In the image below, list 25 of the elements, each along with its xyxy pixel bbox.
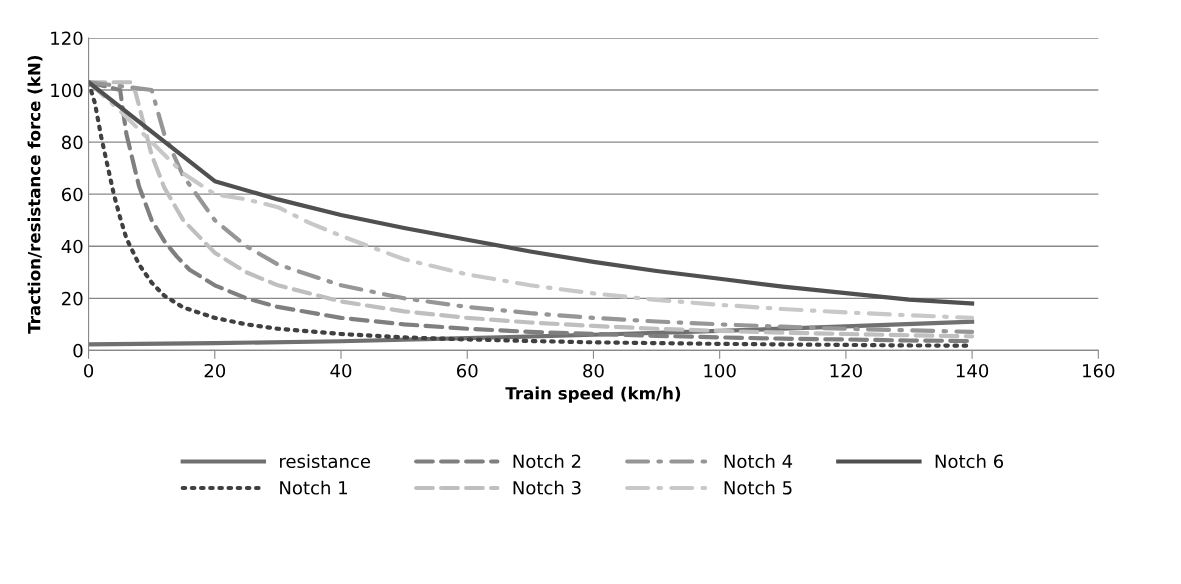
y-tick-label: 120	[51, 31, 83, 46]
y-axis-title: Traction/resistance force (kN)	[27, 55, 43, 334]
x-tick-label: 120	[830, 363, 862, 378]
y-tick-label: 100	[51, 83, 83, 98]
x-tick-label: 40	[330, 363, 352, 378]
x-tick-label: 60	[457, 363, 478, 378]
x-tick-label: 0	[84, 363, 94, 378]
y-tick-label: 40	[61, 239, 83, 254]
legend-label: Notch 3	[513, 480, 581, 495]
legend-label: Notch 1	[280, 480, 347, 495]
x-tick-label: 80	[583, 363, 604, 378]
x-tick-label: 100	[704, 363, 736, 378]
y-tick-label: 80	[61, 135, 83, 150]
y-tick-label: 60	[62, 187, 83, 202]
y-tick-label: 20	[62, 291, 83, 306]
x-tick-label: 20	[204, 363, 226, 378]
x-tick-label: 140	[956, 363, 989, 378]
x-tick-label: 160	[1083, 363, 1115, 378]
legend-label: Notch 5	[724, 480, 792, 495]
legend-label: Notch 6	[935, 454, 1004, 469]
y-tick-label: 0	[73, 343, 83, 358]
x-axis-title: Train speed (km/h)	[505, 386, 681, 403]
legend-label: Notch 2	[513, 454, 581, 469]
legend-label: Notch 4	[724, 454, 793, 469]
legend-label: resistance	[280, 454, 371, 469]
